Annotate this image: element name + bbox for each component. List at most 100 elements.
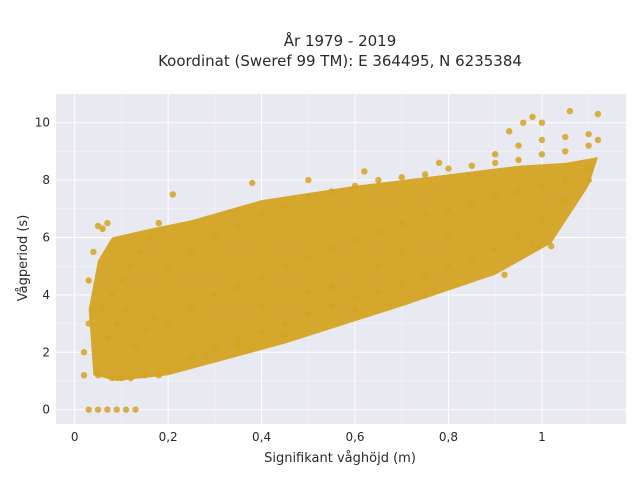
data-point-0-102 (520, 119, 527, 126)
data-point-0-35 (211, 346, 219, 353)
data-point-0-75 (258, 211, 265, 218)
x-tick-label-1: 0,2 (159, 430, 178, 444)
data-point-0-69 (562, 176, 569, 184)
data-point-0-59 (328, 245, 335, 253)
data-point-0-63 (421, 211, 429, 218)
data-point-0-72 (188, 248, 195, 256)
data-point-0-39 (305, 311, 312, 319)
y-tick-label-5: 10 (35, 116, 50, 130)
data-point-0-28 (113, 320, 120, 327)
data-point-0-42 (375, 288, 382, 296)
data-point-0-84 (468, 162, 476, 169)
data-point-0-103 (529, 113, 536, 121)
data-point-0-91 (249, 179, 256, 187)
data-point-0-87 (538, 151, 546, 158)
data-point-0-68 (538, 182, 546, 190)
data-point-0-17 (127, 374, 134, 382)
data-point-0-121 (445, 231, 452, 238)
data-point-0-47 (491, 245, 499, 253)
data-point-0-71 (164, 262, 172, 270)
data-point-0-90 (169, 191, 177, 198)
data-point-0-115 (351, 306, 359, 313)
data-point-0-31 (141, 326, 148, 333)
data-point-0-51 (585, 176, 592, 184)
data-point-0-119 (305, 288, 312, 296)
data-point-0-64 (445, 205, 452, 212)
data-point-0-9 (85, 277, 92, 284)
data-point-0-46 (468, 254, 476, 261)
data-point-0-86 (515, 156, 522, 164)
chart-title-line-2: Koordinat (Sweref 99 TM): E 364495, N 62… (158, 52, 522, 70)
data-point-0-34 (188, 354, 195, 362)
y-tick-label-0: 0 (42, 403, 50, 417)
data-point-0-79 (351, 182, 359, 190)
data-point-0-101 (505, 128, 513, 135)
data-point-0-70 (585, 165, 592, 172)
data-point-0-60 (351, 237, 359, 244)
x-tick-labels: 0 0,2 0,4 0,6 0,8 1 (71, 430, 546, 444)
data-point-0-14 (94, 372, 102, 379)
x-tick-label-0: 0 (71, 430, 79, 444)
data-point-0-77 (305, 194, 312, 201)
data-point-0-40 (328, 303, 335, 310)
data-point-0-2 (104, 406, 111, 413)
data-point-0-85 (491, 159, 499, 167)
data-point-0-16 (118, 374, 125, 382)
data-point-0-57 (281, 262, 289, 270)
data-point-0-37 (258, 328, 265, 336)
data-point-0-66 (491, 194, 499, 201)
data-point-0-1 (94, 406, 102, 413)
data-point-0-82 (421, 171, 429, 178)
data-point-0-36 (235, 337, 242, 344)
data-point-0-13 (104, 219, 111, 227)
data-point-0-81 (398, 174, 405, 181)
data-point-0-26 (155, 219, 162, 227)
data-point-0-100 (594, 136, 602, 144)
data-point-0-56 (258, 274, 265, 281)
x-axis-title: Signifikant våghöjd (m) (264, 451, 416, 466)
data-point-0-95 (491, 151, 499, 158)
data-point-0-8 (85, 320, 92, 327)
data-point-0-108 (328, 283, 335, 290)
data-point-0-7 (80, 372, 88, 379)
data-point-0-83 (445, 165, 452, 172)
data-point-0-74 (235, 222, 242, 230)
data-point-0-3 (113, 406, 120, 413)
y-tick-label-3: 6 (42, 230, 50, 244)
data-point-0-50 (562, 196, 569, 204)
data-point-0-22 (118, 277, 125, 284)
data-point-0-54 (211, 291, 219, 299)
data-point-0-49 (538, 217, 546, 224)
data-point-0-93 (361, 168, 368, 175)
data-point-0-88 (562, 148, 569, 155)
data-point-0-38 (281, 320, 289, 327)
data-point-0-112 (548, 242, 555, 250)
data-points (80, 108, 602, 413)
data-point-0-12 (99, 225, 106, 233)
data-point-0-106 (594, 110, 602, 118)
x-tick-label-2: 0,4 (252, 430, 271, 444)
data-point-0-96 (515, 142, 522, 149)
data-point-0-10 (90, 248, 97, 256)
y-tick-label-2: 4 (42, 288, 50, 302)
data-point-0-0 (85, 406, 92, 413)
data-point-0-24 (136, 248, 144, 256)
data-point-0-89 (585, 142, 592, 149)
data-point-0-109 (398, 248, 405, 256)
y-tick-label-1: 2 (42, 345, 50, 359)
data-point-0-33 (164, 366, 172, 373)
data-point-0-29 (122, 306, 130, 313)
data-point-0-107 (258, 303, 265, 310)
data-point-0-97 (538, 136, 546, 144)
data-point-0-6 (80, 349, 88, 356)
data-point-0-104 (538, 119, 546, 126)
data-point-0-116 (281, 331, 289, 339)
data-point-0-52 (164, 320, 172, 327)
data-point-0-15 (108, 374, 116, 382)
data-point-0-62 (398, 219, 405, 227)
point-density-region (88, 157, 598, 381)
data-point-0-76 (281, 202, 289, 210)
data-point-0-117 (235, 343, 242, 350)
data-point-0-80 (375, 176, 382, 184)
